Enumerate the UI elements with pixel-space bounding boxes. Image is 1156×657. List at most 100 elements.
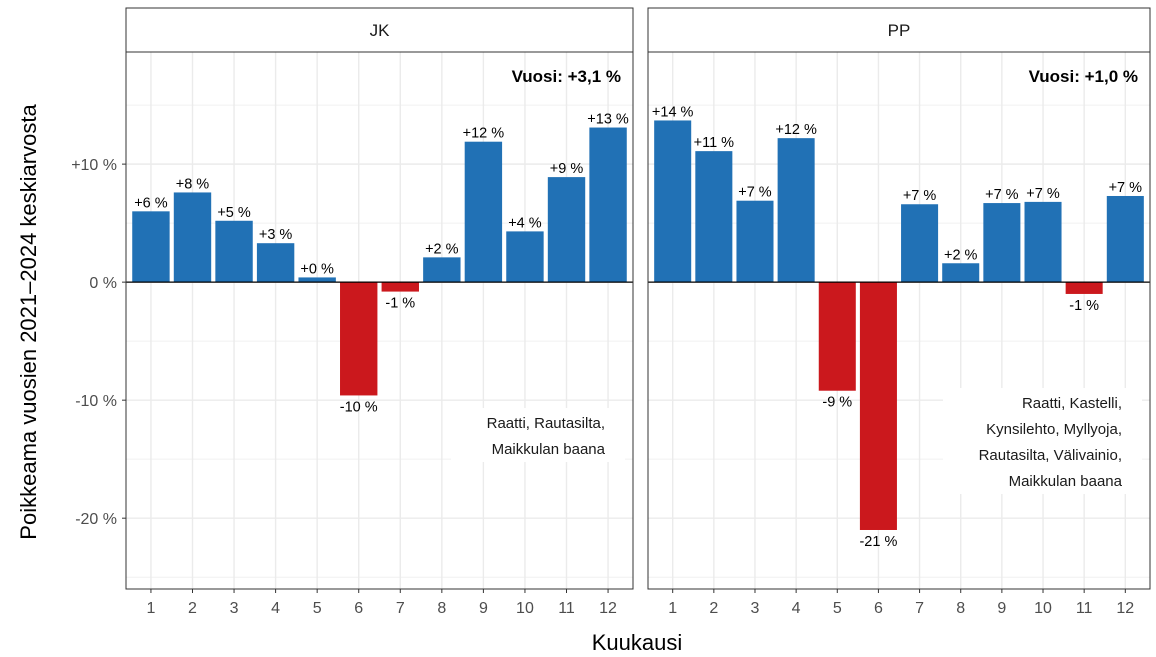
facet-panels: JK +6 % +8 % +5 % +3 % +0 % -10 % -1 % +2 % +12 %… xyxy=(125,7,1151,617)
facet-strip xyxy=(125,7,634,53)
facet-strip-label: PP xyxy=(888,21,911,40)
x-tick-label: 8 xyxy=(956,600,965,617)
x-tick-label: 7 xyxy=(915,600,924,617)
bar-month-8 xyxy=(423,257,461,283)
x-tick-label: 4 xyxy=(271,600,280,617)
x-tick-label: 10 xyxy=(516,600,534,617)
y-tick-label: -20 % xyxy=(75,511,117,528)
bar-month-10 xyxy=(1024,201,1062,283)
bar-value-label: +5 % xyxy=(217,205,251,221)
bar-month-6 xyxy=(859,282,897,530)
bar-value-label: +8 % xyxy=(176,176,210,192)
bar-month-7 xyxy=(381,282,419,292)
bar-value-label: +7 % xyxy=(1109,180,1143,196)
x-tick-label: 10 xyxy=(1034,600,1052,617)
bar-month-6 xyxy=(340,282,378,396)
x-tick-label: 9 xyxy=(997,600,1006,617)
station-label: Rautasilta, Välivainio, xyxy=(979,447,1122,464)
bar-value-label: -9 % xyxy=(822,395,852,411)
bar-value-label: +9 % xyxy=(550,161,584,177)
bar-value-label: +4 % xyxy=(508,215,542,231)
bar-value-label: -1 % xyxy=(1069,298,1099,314)
x-tick-label: 6 xyxy=(874,600,883,617)
y-axis: -20 % -10 % 0 % +10 % xyxy=(71,157,126,528)
bar-value-label: +6 % xyxy=(134,195,168,211)
bar-value-label: +13 % xyxy=(587,112,629,128)
bar-month-2 xyxy=(695,151,733,283)
y-axis-title: Poikkeama vuosien 2021–2024 keskiarvosta xyxy=(16,104,41,540)
x-tick-label: 7 xyxy=(396,600,405,617)
bar-value-label: +7 % xyxy=(1026,186,1060,202)
x-tick-label: 6 xyxy=(354,600,363,617)
bar-value-label: +11 % xyxy=(694,135,735,151)
x-tick-label: 1 xyxy=(146,600,155,617)
bar-month-10 xyxy=(506,231,544,283)
x-tick-label: 12 xyxy=(1116,600,1134,617)
plot-background xyxy=(648,52,1150,589)
bar-month-3 xyxy=(215,220,253,283)
bar-value-label: -10 % xyxy=(340,399,378,415)
y-tick-label: +10 % xyxy=(71,157,117,174)
y-tick-label: 0 % xyxy=(89,275,117,292)
bar-month-1 xyxy=(654,120,692,283)
panel-border xyxy=(647,51,1151,590)
bar-value-label: +14 % xyxy=(652,104,694,120)
bar-month-7 xyxy=(901,204,939,283)
bar-month-5 xyxy=(818,282,856,391)
bar-value-label: +7 % xyxy=(903,188,937,204)
station-label: Maikkulan baana xyxy=(1009,473,1123,490)
bar-value-label: +7 % xyxy=(738,185,772,201)
panel-border xyxy=(125,51,634,590)
station-label: Maikkulan baana xyxy=(492,441,606,458)
bar-month-12 xyxy=(589,127,627,283)
station-label: Raatti, Rautasilta, xyxy=(487,415,605,432)
facet-panel-pp: PP +14 %+11 % +7 % +12 % -9 % -21 % +7 % +2 % +7… xyxy=(647,7,1151,617)
x-tick-label: 5 xyxy=(313,600,322,617)
station-label-background xyxy=(451,408,625,462)
x-tick-label: 5 xyxy=(833,600,842,617)
x-axis-title: Kuukausi xyxy=(592,630,683,655)
x-tick-label: 9 xyxy=(479,600,488,617)
year-summary-label: Vuosi: +1,0 % xyxy=(1029,67,1138,86)
station-label: Raatti, Kastelli, xyxy=(1022,395,1122,412)
bar-value-label: +12 % xyxy=(775,122,817,138)
bar-month-1 xyxy=(132,211,170,283)
x-tick-label: 2 xyxy=(188,600,197,617)
y-tick-label: -10 % xyxy=(75,393,117,410)
bar-month-12 xyxy=(1106,195,1144,283)
bar-value-label: +7 % xyxy=(985,187,1019,203)
bar-value-label: -1 % xyxy=(385,296,415,312)
x-tick-label: 2 xyxy=(709,600,718,617)
x-tick-label: 12 xyxy=(599,600,617,617)
x-tick-label: 4 xyxy=(792,600,801,617)
bar-month-3 xyxy=(736,200,774,283)
station-label: Kynsilehto, Myllyoja, xyxy=(986,421,1122,438)
bar-month-11 xyxy=(1065,282,1103,294)
bar-month-9 xyxy=(983,203,1021,283)
facet-strip xyxy=(647,7,1151,53)
bar-month-9 xyxy=(464,141,503,283)
plot-background xyxy=(126,52,633,589)
x-tick-label: 3 xyxy=(751,600,760,617)
x-tick-label: 3 xyxy=(230,600,239,617)
facet-panel-jk: JK +6 % +8 % +5 % +3 % +0 % -10 % -1 % +2 % +12 %… xyxy=(125,7,634,617)
year-summary-label: Vuosi: +3,1 % xyxy=(512,67,621,86)
bar-value-label: +2 % xyxy=(425,241,459,257)
station-label-background xyxy=(943,388,1142,494)
x-tick-label: 1 xyxy=(668,600,677,617)
facet-strip-label: JK xyxy=(370,21,391,40)
bar-month-5 xyxy=(298,277,336,283)
bar-month-4 xyxy=(777,138,815,283)
bar-month-2 xyxy=(173,192,212,283)
bar-value-label: +2 % xyxy=(944,247,978,263)
bar-month-8 xyxy=(942,263,980,283)
x-tick-label: 11 xyxy=(1076,600,1093,617)
bar-month-4 xyxy=(256,243,295,283)
bar-value-label: +0 % xyxy=(300,261,334,277)
bar-value-label: +12 % xyxy=(463,126,505,142)
x-tick-label: 8 xyxy=(437,600,446,617)
bar-value-label: +3 % xyxy=(259,227,293,243)
bar-value-label: -21 % xyxy=(859,534,897,550)
x-tick-label: 11 xyxy=(558,600,575,617)
